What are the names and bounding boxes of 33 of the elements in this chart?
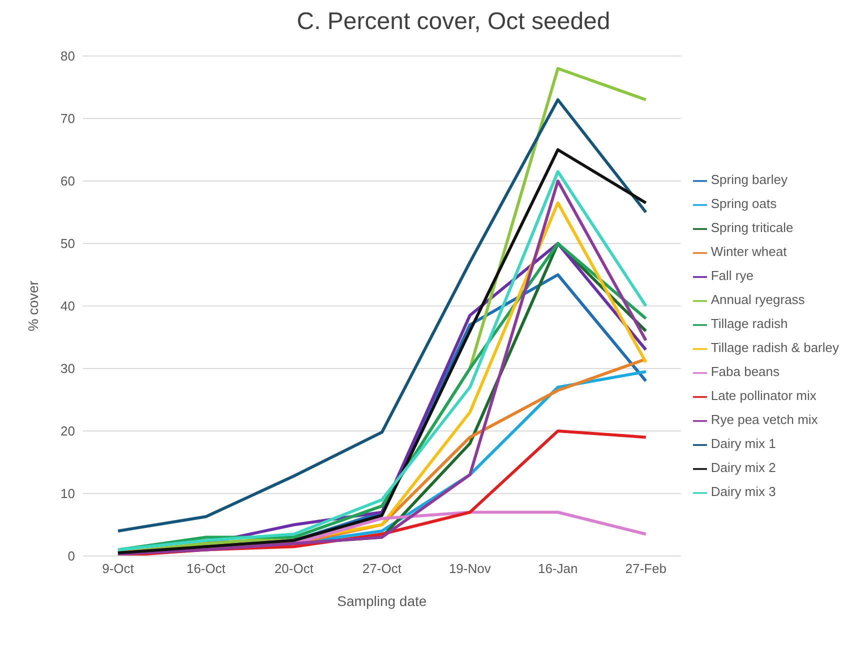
x-tick-label: 16-Jan: [538, 561, 578, 576]
legend-label: Winter wheat: [710, 244, 787, 259]
y-tick-label: 0: [68, 548, 75, 564]
legend-label: Tillage radish & barley: [710, 340, 839, 355]
y-tick-label: 70: [60, 111, 75, 126]
chart-title: C. Percent cover, Oct seeded: [296, 8, 612, 36]
y-tick-label: 40: [60, 298, 75, 314]
legend-label: Spring oats: [710, 196, 777, 211]
y-tick-label: 60: [60, 174, 75, 189]
y-tick-label: 50: [60, 236, 75, 252]
legend-label: Dairy mix 3: [710, 484, 776, 499]
x-tick-label: 9-Oct: [102, 561, 134, 576]
legend-label: Dairy mix 1: [710, 436, 776, 451]
legend-label: Faba beans: [710, 364, 780, 379]
x-tick-label: 16-Oct: [186, 561, 226, 576]
legend-label: Dairy mix 2: [710, 460, 776, 475]
x-tick-label: 27-Oct: [362, 561, 402, 576]
legend-label: Spring barley: [710, 172, 788, 187]
legend-label: Spring triticale: [710, 220, 794, 235]
x-axis-title: Sampling date: [337, 593, 427, 609]
x-tick-label: 19-Nov: [448, 561, 492, 576]
y-tick-label: 10: [60, 486, 75, 502]
legend-label: Tillage radish: [710, 316, 788, 331]
y-tick-label: 80: [60, 48, 75, 64]
legend-label: Late pollinator mix: [710, 388, 816, 403]
legend-label: Fall rye: [710, 268, 754, 283]
y-tick-label: 30: [60, 361, 75, 376]
x-tick-label: 27-Feb: [625, 561, 666, 576]
legend-label: Rye pea vetch mix: [710, 412, 818, 427]
legend-label: Annual ryegrass: [710, 292, 805, 307]
y-tick-label: 20: [60, 424, 75, 439]
x-tick-label: 20-Oct: [274, 561, 314, 576]
y-axis-title: % cover: [24, 280, 41, 332]
